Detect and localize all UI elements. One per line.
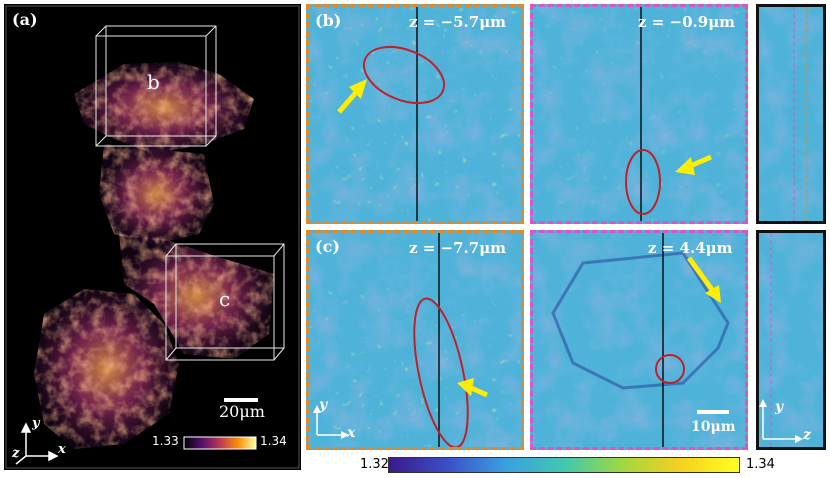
panel-b-yz (756, 4, 826, 224)
panel-b-left: (b) z = −5.7μm (306, 4, 524, 224)
field-c-right (533, 233, 745, 447)
panel-c-left-z: z = −7.7μm (409, 239, 507, 257)
panel-b-right: z = −0.9μm (530, 4, 748, 224)
ellipse-annotation (655, 354, 685, 384)
box-c (165, 243, 285, 361)
ellipse-annotation (362, 45, 446, 105)
panel-a-label: (a) (12, 10, 38, 29)
panel-c-label: (c) (315, 237, 340, 256)
scalebar-a-label: 20μm (219, 402, 265, 421)
box-b (95, 25, 217, 147)
box-c-label: c (219, 287, 231, 311)
panel-c-right: z = 4.4μm 10μm (530, 230, 748, 450)
xyz-axes (15, 422, 59, 465)
axis-z-label: z (803, 427, 811, 443)
field-b-right (533, 7, 745, 221)
arrow-icon (686, 256, 721, 303)
axis-y-label: y (775, 399, 784, 415)
volume-render (5, 5, 300, 469)
panel-b-label: (b) (315, 11, 342, 30)
panel-b-right-z: z = −0.9μm (638, 13, 736, 31)
ellipse-annotation (413, 297, 469, 447)
axis-z-label: z (12, 446, 20, 461)
box-b-label: b (147, 70, 160, 94)
panel-c-right-z: z = 4.4μm (648, 239, 733, 257)
panel-a-volume: (a) b c 20μm 1.33 1.34 y z x (4, 4, 301, 470)
colorbar-max: 1.34 (746, 457, 775, 472)
colorbar-a-max: 1.34 (260, 434, 287, 448)
arrow-icon (457, 378, 489, 398)
axis-x-label: x (58, 442, 66, 457)
cell-cluster (34, 62, 274, 449)
panel-c-yz: y z (756, 230, 826, 450)
field-b-left (309, 7, 521, 221)
axis-y-label: y (319, 397, 328, 413)
panel-c-left: (c) z = −7.7μm y x (306, 230, 524, 450)
xy-axes-icon (313, 405, 349, 439)
panel-b-left-z: z = −5.7μm (409, 13, 507, 31)
colorbar-min: 1.32 (360, 457, 389, 472)
ellipse-annotation (625, 149, 661, 215)
scalebar-c-label: 10μm (691, 419, 736, 435)
arrow-icon (337, 79, 367, 114)
scalebar-c (697, 410, 729, 414)
colorbar-a (183, 436, 257, 450)
axis-y-label: y (32, 416, 40, 431)
field-c-left (309, 233, 521, 447)
colorbar-a-min: 1.33 (152, 434, 179, 448)
colorbar-bottom (388, 457, 740, 473)
axis-x-label: x (347, 425, 356, 441)
arrow-icon (675, 154, 712, 175)
scalebar-a (224, 398, 258, 402)
